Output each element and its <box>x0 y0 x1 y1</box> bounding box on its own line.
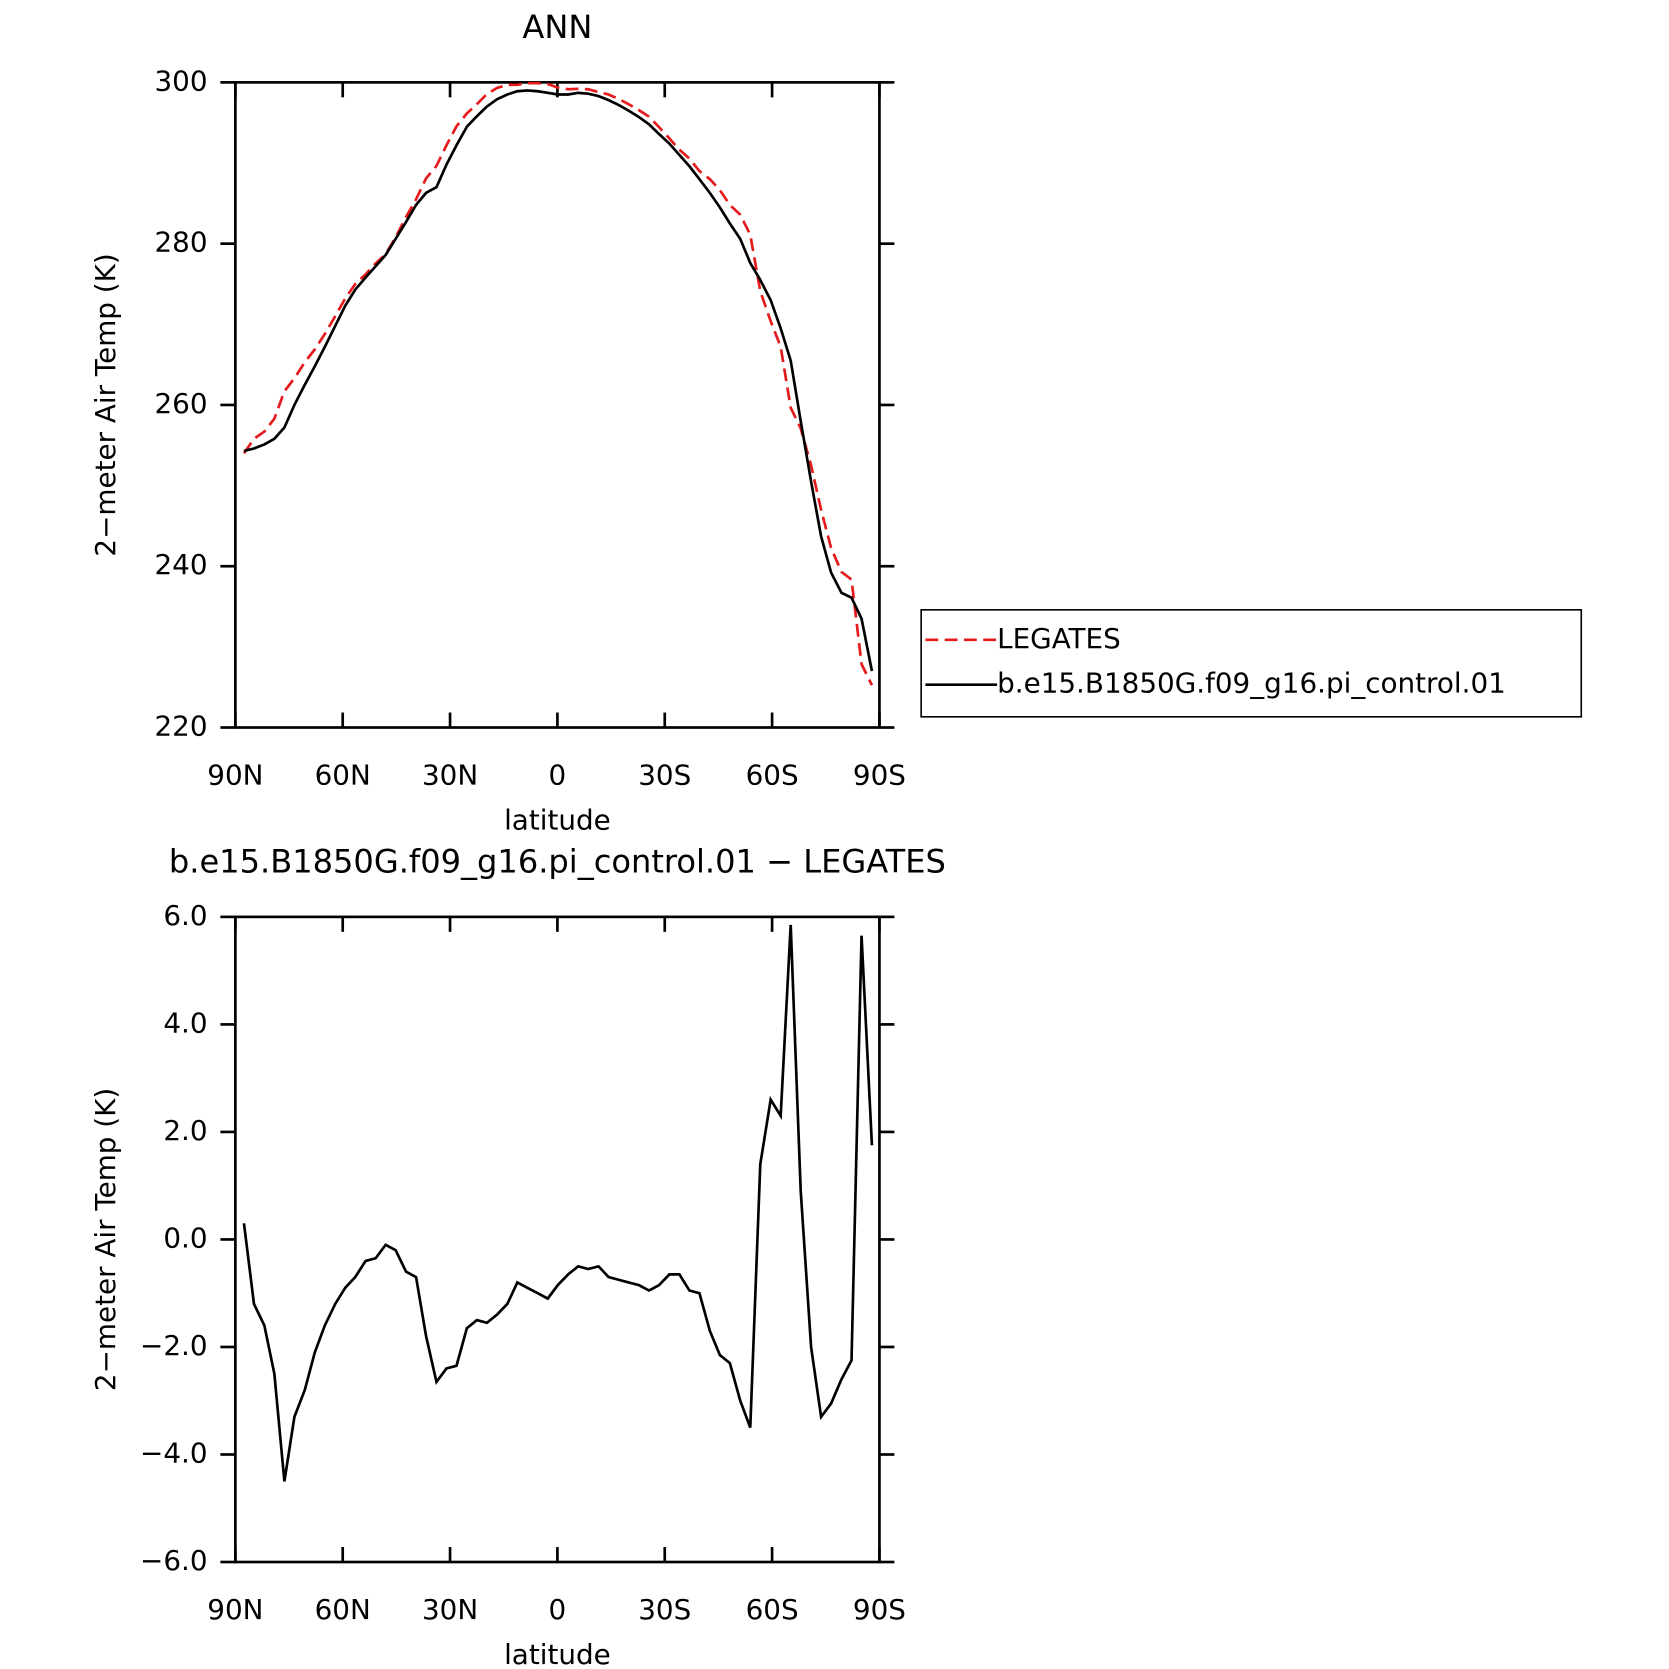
y-tick-label: 0.0 <box>163 1221 207 1254</box>
legend-label: b.e15.B1850G.f09_g16.pi_control.01 <box>997 667 1506 700</box>
chart-title: ANN <box>522 8 592 46</box>
x-tick-label: 60N <box>315 759 371 792</box>
y-tick-label: 300 <box>154 64 207 97</box>
x-tick-label: 60S <box>746 1593 799 1626</box>
chart-title: b.e15.B1850G.f09_g16.pi_control.01 − LEG… <box>169 842 946 880</box>
x-tick-label: 60N <box>315 1593 371 1626</box>
y-tick-label: 6.0 <box>163 899 207 932</box>
y-tick-label: 220 <box>154 710 207 743</box>
x-tick-label: 30S <box>638 1593 691 1626</box>
y-tick-label: −4.0 <box>140 1436 208 1469</box>
y-axis-label: 2−meter Air Temp (K) <box>89 1088 122 1391</box>
x-tick-label: 0 <box>549 1593 567 1626</box>
x-tick-label: 30S <box>638 759 691 792</box>
plot-frame <box>234 81 881 729</box>
x-axis-label: latitude <box>504 1638 611 1669</box>
y-tick-label: −2.0 <box>140 1329 208 1362</box>
plot-frame <box>234 915 881 1564</box>
y-tick-label: 2.0 <box>163 1114 207 1147</box>
series-line <box>242 81 874 686</box>
y-tick-label: 240 <box>154 548 207 581</box>
series-line <box>242 924 874 1482</box>
y-tick-label: 4.0 <box>163 1006 207 1039</box>
x-tick-label: 90S <box>853 1593 906 1626</box>
legend-box <box>920 609 1583 718</box>
y-axis-label: 2−meter Air Temp (K) <box>89 253 122 556</box>
x-axis-label: latitude <box>504 804 611 837</box>
x-tick-label: 90S <box>853 759 906 792</box>
x-tick-label: 30N <box>422 1593 478 1626</box>
x-tick-label: 0 <box>549 759 567 792</box>
legend-label: LEGATES <box>997 622 1121 655</box>
y-tick-label: 280 <box>154 226 207 259</box>
series-line <box>243 89 874 672</box>
x-tick-label: 30N <box>422 759 478 792</box>
x-tick-label: 60S <box>746 759 799 792</box>
y-tick-label: 260 <box>154 387 207 420</box>
x-tick-label: 90N <box>207 1593 263 1626</box>
x-tick-label: 90N <box>207 759 263 792</box>
y-tick-label: −6.0 <box>140 1544 208 1577</box>
